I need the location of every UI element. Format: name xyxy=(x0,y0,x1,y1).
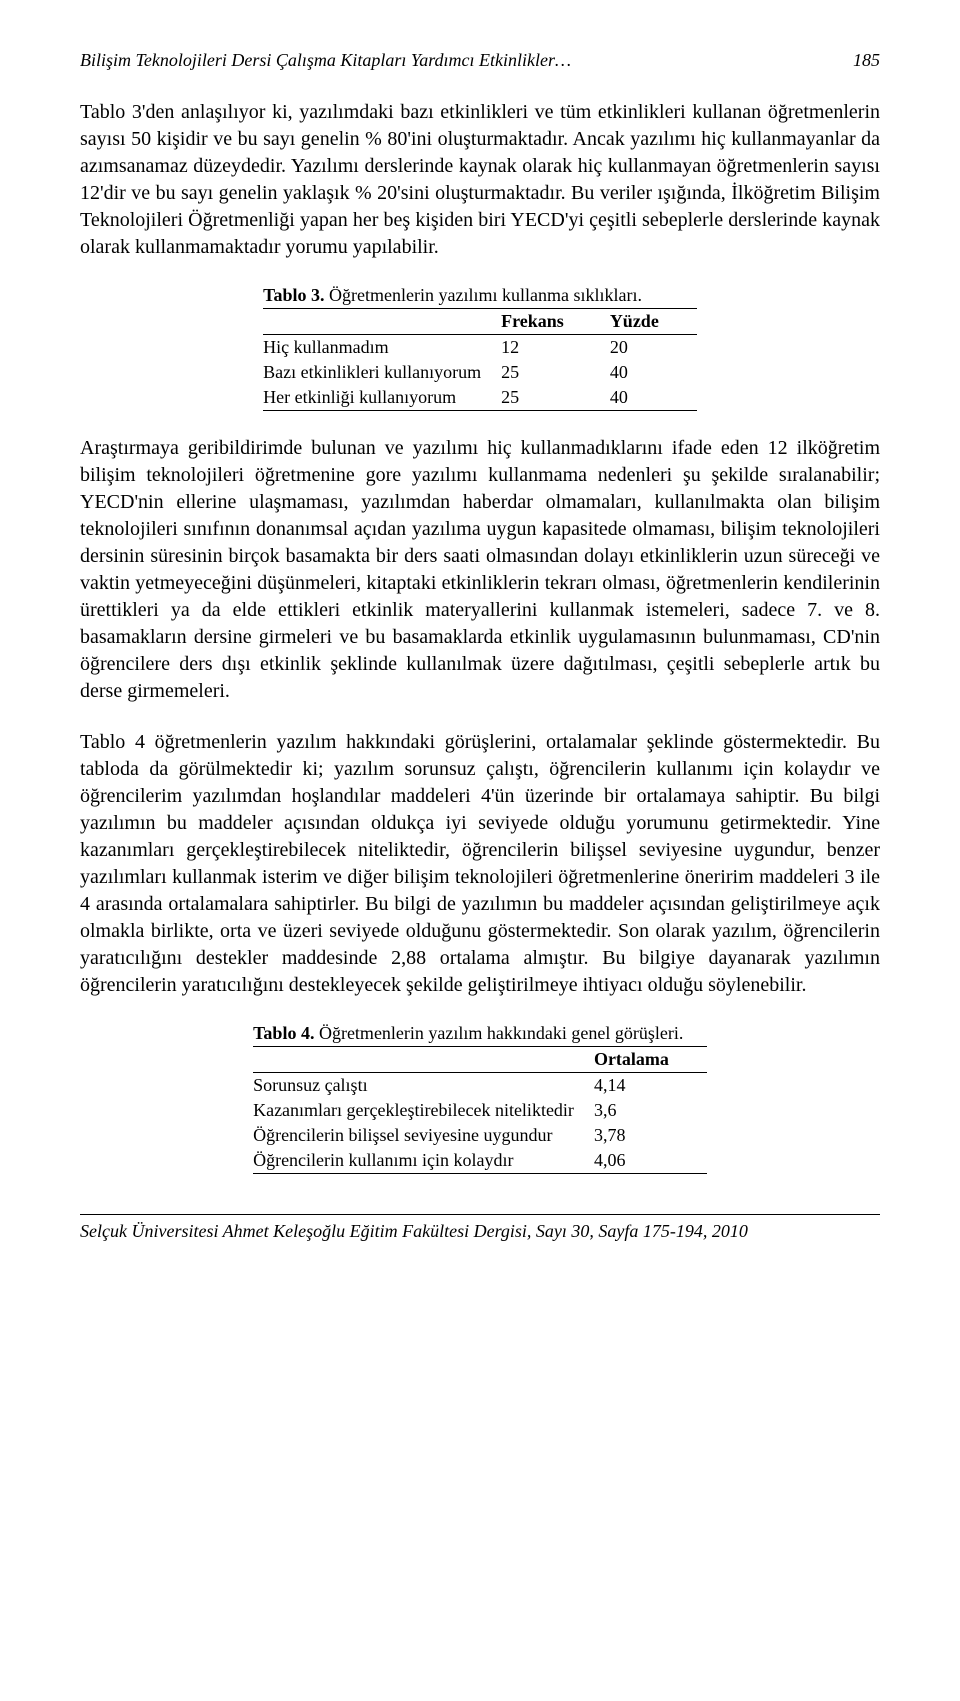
table-3-container: Tablo 3. Öğretmenlerin yazılımı kullanma… xyxy=(80,285,880,411)
table-4-grid: Ortalama Sorunsuz çalıştı 4,14 Kazanımla… xyxy=(253,1046,707,1174)
table-3-row-1-label: Bazı etkinlikleri kullanıyorum xyxy=(263,360,493,385)
table-4-caption-bold: Tablo 4. xyxy=(253,1023,314,1043)
paragraph-2: Araştırmaya geribildirimde bulunan ve ya… xyxy=(80,435,880,705)
table-3-caption-rest: Öğretmenlerin yazılımı kullanma sıklıkla… xyxy=(325,285,642,305)
table-row: Sorunsuz çalıştı 4,14 xyxy=(253,1073,707,1099)
table-4-row-3-val: 4,06 xyxy=(586,1148,707,1174)
table-3-row-1-yuzde: 40 xyxy=(602,360,697,385)
table-4-row-0-label: Sorunsuz çalıştı xyxy=(253,1073,586,1099)
table-4-row-2-val: 3,78 xyxy=(586,1123,707,1148)
table-4-row-2-label: Öğrencilerin bilişsel seviyesine uygundu… xyxy=(253,1123,586,1148)
page-number: 185 xyxy=(853,50,880,71)
table-3-row-2-yuzde: 40 xyxy=(602,385,697,411)
table-4-row-0-val: 4,14 xyxy=(586,1073,707,1099)
table-3-caption-bold: Tablo 3. xyxy=(263,285,324,305)
table-row: Öğrencilerin bilişsel seviyesine uygundu… xyxy=(253,1123,707,1148)
table-4-row-1-val: 3,6 xyxy=(586,1098,707,1123)
table-4-header-empty xyxy=(253,1047,586,1073)
table-4-row-1-label: Kazanımları gerçekleştirebilecek nitelik… xyxy=(253,1098,586,1123)
table-row: Her etkinliği kullanıyorum 25 40 xyxy=(263,385,697,411)
table-4: Tablo 4. Öğretmenlerin yazılım hakkındak… xyxy=(253,1023,707,1174)
table-row: Öğrencilerin kullanımı için kolaydır 4,0… xyxy=(253,1148,707,1174)
header-title: Bilişim Teknolojileri Dersi Çalışma Kita… xyxy=(80,50,571,71)
table-3-row-0-yuzde: 20 xyxy=(602,335,697,361)
table-3-row-0-label: Hiç kullanmadım xyxy=(263,335,493,361)
table-3-row-1-frekans: 25 xyxy=(493,360,602,385)
table-3-header-row: FrekansYüzde xyxy=(263,309,697,335)
table-3-header-frekans: Frekans xyxy=(493,309,602,335)
table-3-grid: FrekansYüzde Hiç kullanmadım 12 20 Bazı … xyxy=(263,308,697,411)
table-row: Bazı etkinlikleri kullanıyorum 25 40 xyxy=(263,360,697,385)
table-3-header-empty xyxy=(263,309,493,335)
footer-citation: Selçuk Üniversitesi Ahmet Keleşoğlu Eğit… xyxy=(80,1214,880,1242)
table-4-caption: Tablo 4. Öğretmenlerin yazılım hakkındak… xyxy=(253,1023,707,1044)
paragraph-1: Tablo 3'den anlaşılıyor ki, yazılımdaki … xyxy=(80,99,880,261)
table-3-row-0-frekans: 12 xyxy=(493,335,602,361)
table-row: Kazanımları gerçekleştirebilecek nitelik… xyxy=(253,1098,707,1123)
table-3-caption: Tablo 3. Öğretmenlerin yazılımı kullanma… xyxy=(263,285,697,306)
table-3-row-2-label: Her etkinliği kullanıyorum xyxy=(263,385,493,411)
table-4-row-3-label: Öğrencilerin kullanımı için kolaydır xyxy=(253,1148,586,1174)
table-3-header-yuzde: Yüzde xyxy=(602,309,697,335)
table-4-header-row: Ortalama xyxy=(253,1047,707,1073)
table-3-row-2-frekans: 25 xyxy=(493,385,602,411)
paragraph-3: Tablo 4 öğretmenlerin yazılım hakkındaki… xyxy=(80,729,880,999)
table-4-caption-rest: Öğretmenlerin yazılım hakkındaki genel g… xyxy=(314,1023,683,1043)
table-row: Hiç kullanmadım 12 20 xyxy=(263,335,697,361)
table-4-container: Tablo 4. Öğretmenlerin yazılım hakkındak… xyxy=(80,1023,880,1174)
table-3: Tablo 3. Öğretmenlerin yazılımı kullanma… xyxy=(263,285,697,411)
running-header: Bilişim Teknolojileri Dersi Çalışma Kita… xyxy=(80,50,880,71)
table-4-header-ortalama: Ortalama xyxy=(586,1047,707,1073)
